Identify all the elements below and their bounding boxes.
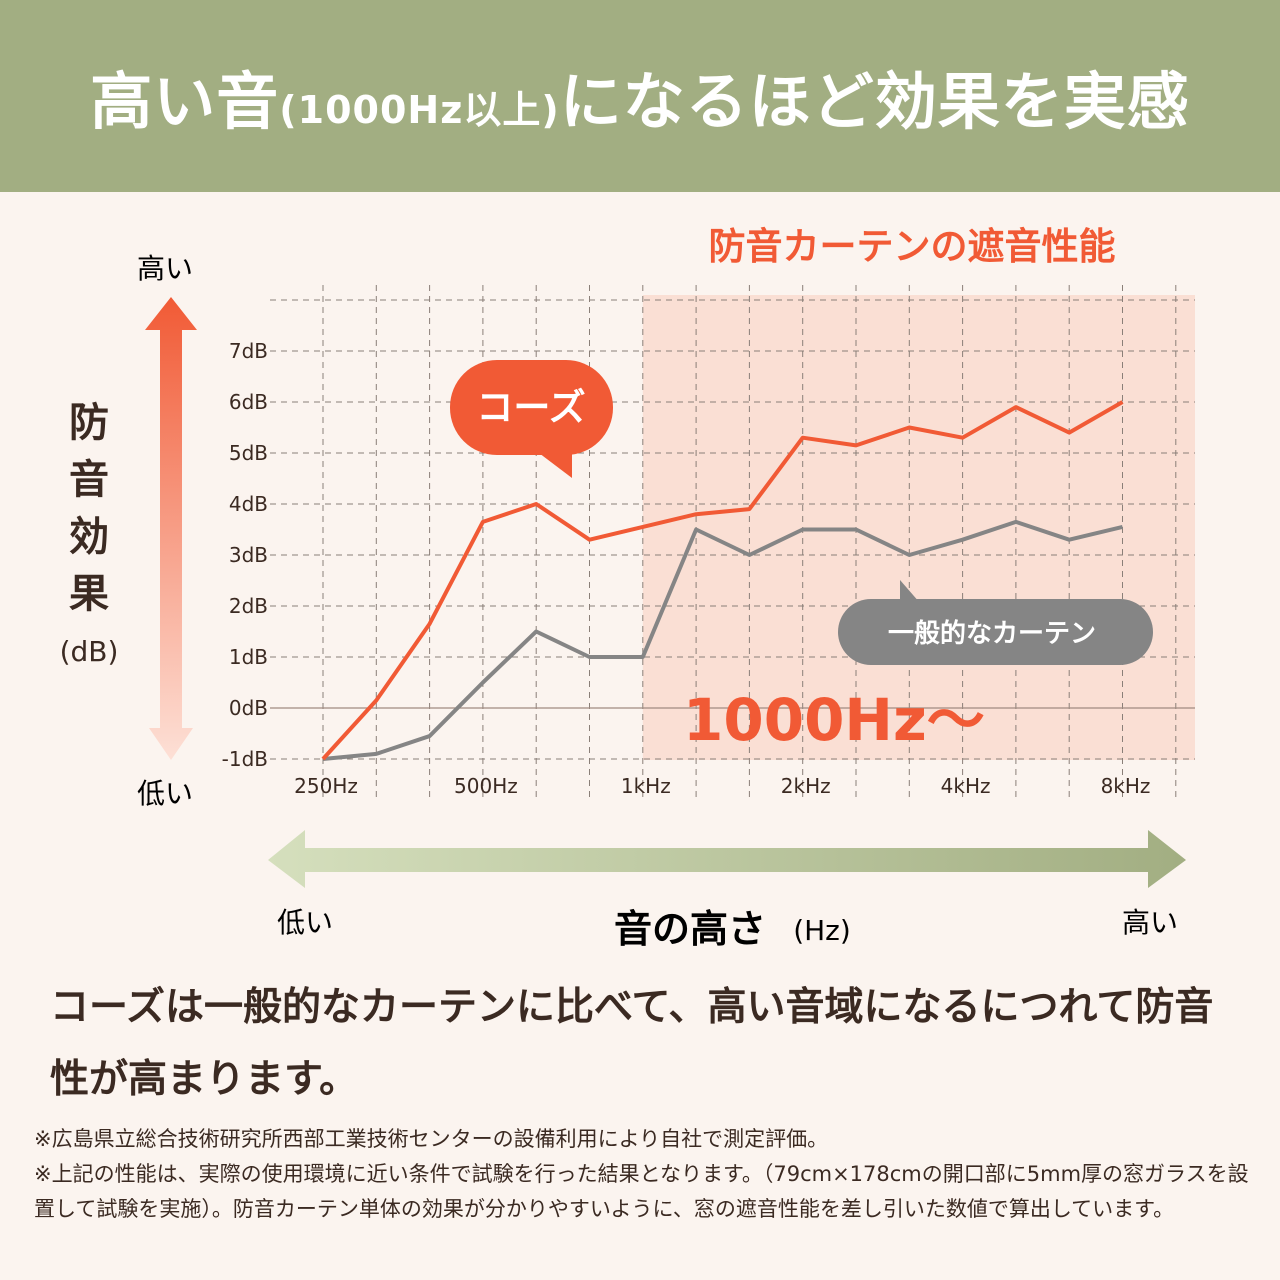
y-tick-label: 5dB [229,441,268,465]
kozu-label: コーズ [476,386,585,429]
x-tick-label: 2kHz [781,774,831,798]
x-arrow-left-label: 低い [277,906,333,939]
y-tick-label: -1dB [222,747,268,771]
x-tick-label: 4kHz [941,774,991,798]
title-rest: になるほど効果を実感 [559,65,1190,138]
y-tick-label: 4dB [229,492,268,516]
x-tick-label: 250Hz [294,774,358,798]
kozu-series-line [321,400,1124,761]
x-tick-label: 1kHz [621,774,671,798]
title-main: 高い音 [90,65,280,138]
kozu-label-bubble: コーズ [450,360,613,478]
y-axis-unit: (dB) [59,635,119,668]
footnote: ※上記の性能は、実際の使用環境に近い条件で試験を行った結果となります。（79cm… [34,1162,1249,1221]
general-label-bubble: 一般的なカーテン [838,580,1153,665]
x-tick-labels: 250Hz 500Hz 1kHz 2kHz 4kHz 8kHz [294,774,1150,798]
series-lines [321,400,1124,761]
header-banner: 高い音(1000Hz以上)になるほど効果を実感 [0,0,1280,192]
footnotes: ※広島県立総合技術研究所西部工業技術センターの設備利用により自社で測定評価。 ※… [34,1122,1249,1227]
y-tick-labels: 7dB 6dB 5dB 4dB 3dB 2dB 1dB 0dB -1dB [222,339,268,771]
x-axis-title: 音の高さ [614,907,766,951]
y-tick-label: 3dB [229,543,268,567]
y-axis-title: 防音効果 [69,400,109,617]
y-tick-label: 7dB [229,339,268,363]
annotation-1000hz: 1000Hz〜 [683,686,985,754]
footnote: ※広島県立総合技術研究所西部工業技術センターの設備利用により自社で測定評価。 [34,1127,829,1151]
x-tick-label: 500Hz [454,774,518,798]
y-tick-label: 0dB [229,696,268,720]
title-paren: (1000Hz以上) [279,88,560,132]
y-tick-label: 6dB [229,390,268,414]
y-axis-title-block: 防音効果 (dB) [60,395,119,680]
general-series-line [322,519,1123,761]
chart: 7dB 6dB 5dB 4dB 3dB 2dB 1dB 0dB -1dB 250Hz 500Hz 1… [137,225,1195,951]
general-label: 一般的なカーテン [888,618,1096,649]
x-arrow-right-label: 高い [1122,906,1178,939]
y-tick-label: 2dB [229,594,268,618]
y-axis-arrow [145,297,197,760]
y-tick-label: 1dB [229,645,268,669]
description: コーズは一般的なカーテンに比べて、高い音域になるにつれて防音性が高まります。 [50,985,1214,1102]
page-title: 高い音(1000Hz以上)になるほど効果を実感 [90,51,1189,141]
y-arrow-bottom-label: 低い [137,777,193,810]
x-axis-arrow [268,830,1186,888]
chart-title: 防音カーテンの遮音性能 [709,225,1116,268]
y-arrow-top-label: 高い [137,252,193,285]
highlight-region [642,295,1195,760]
x-axis-unit: (Hz) [793,914,851,947]
x-tick-label: 8kHz [1101,774,1151,798]
